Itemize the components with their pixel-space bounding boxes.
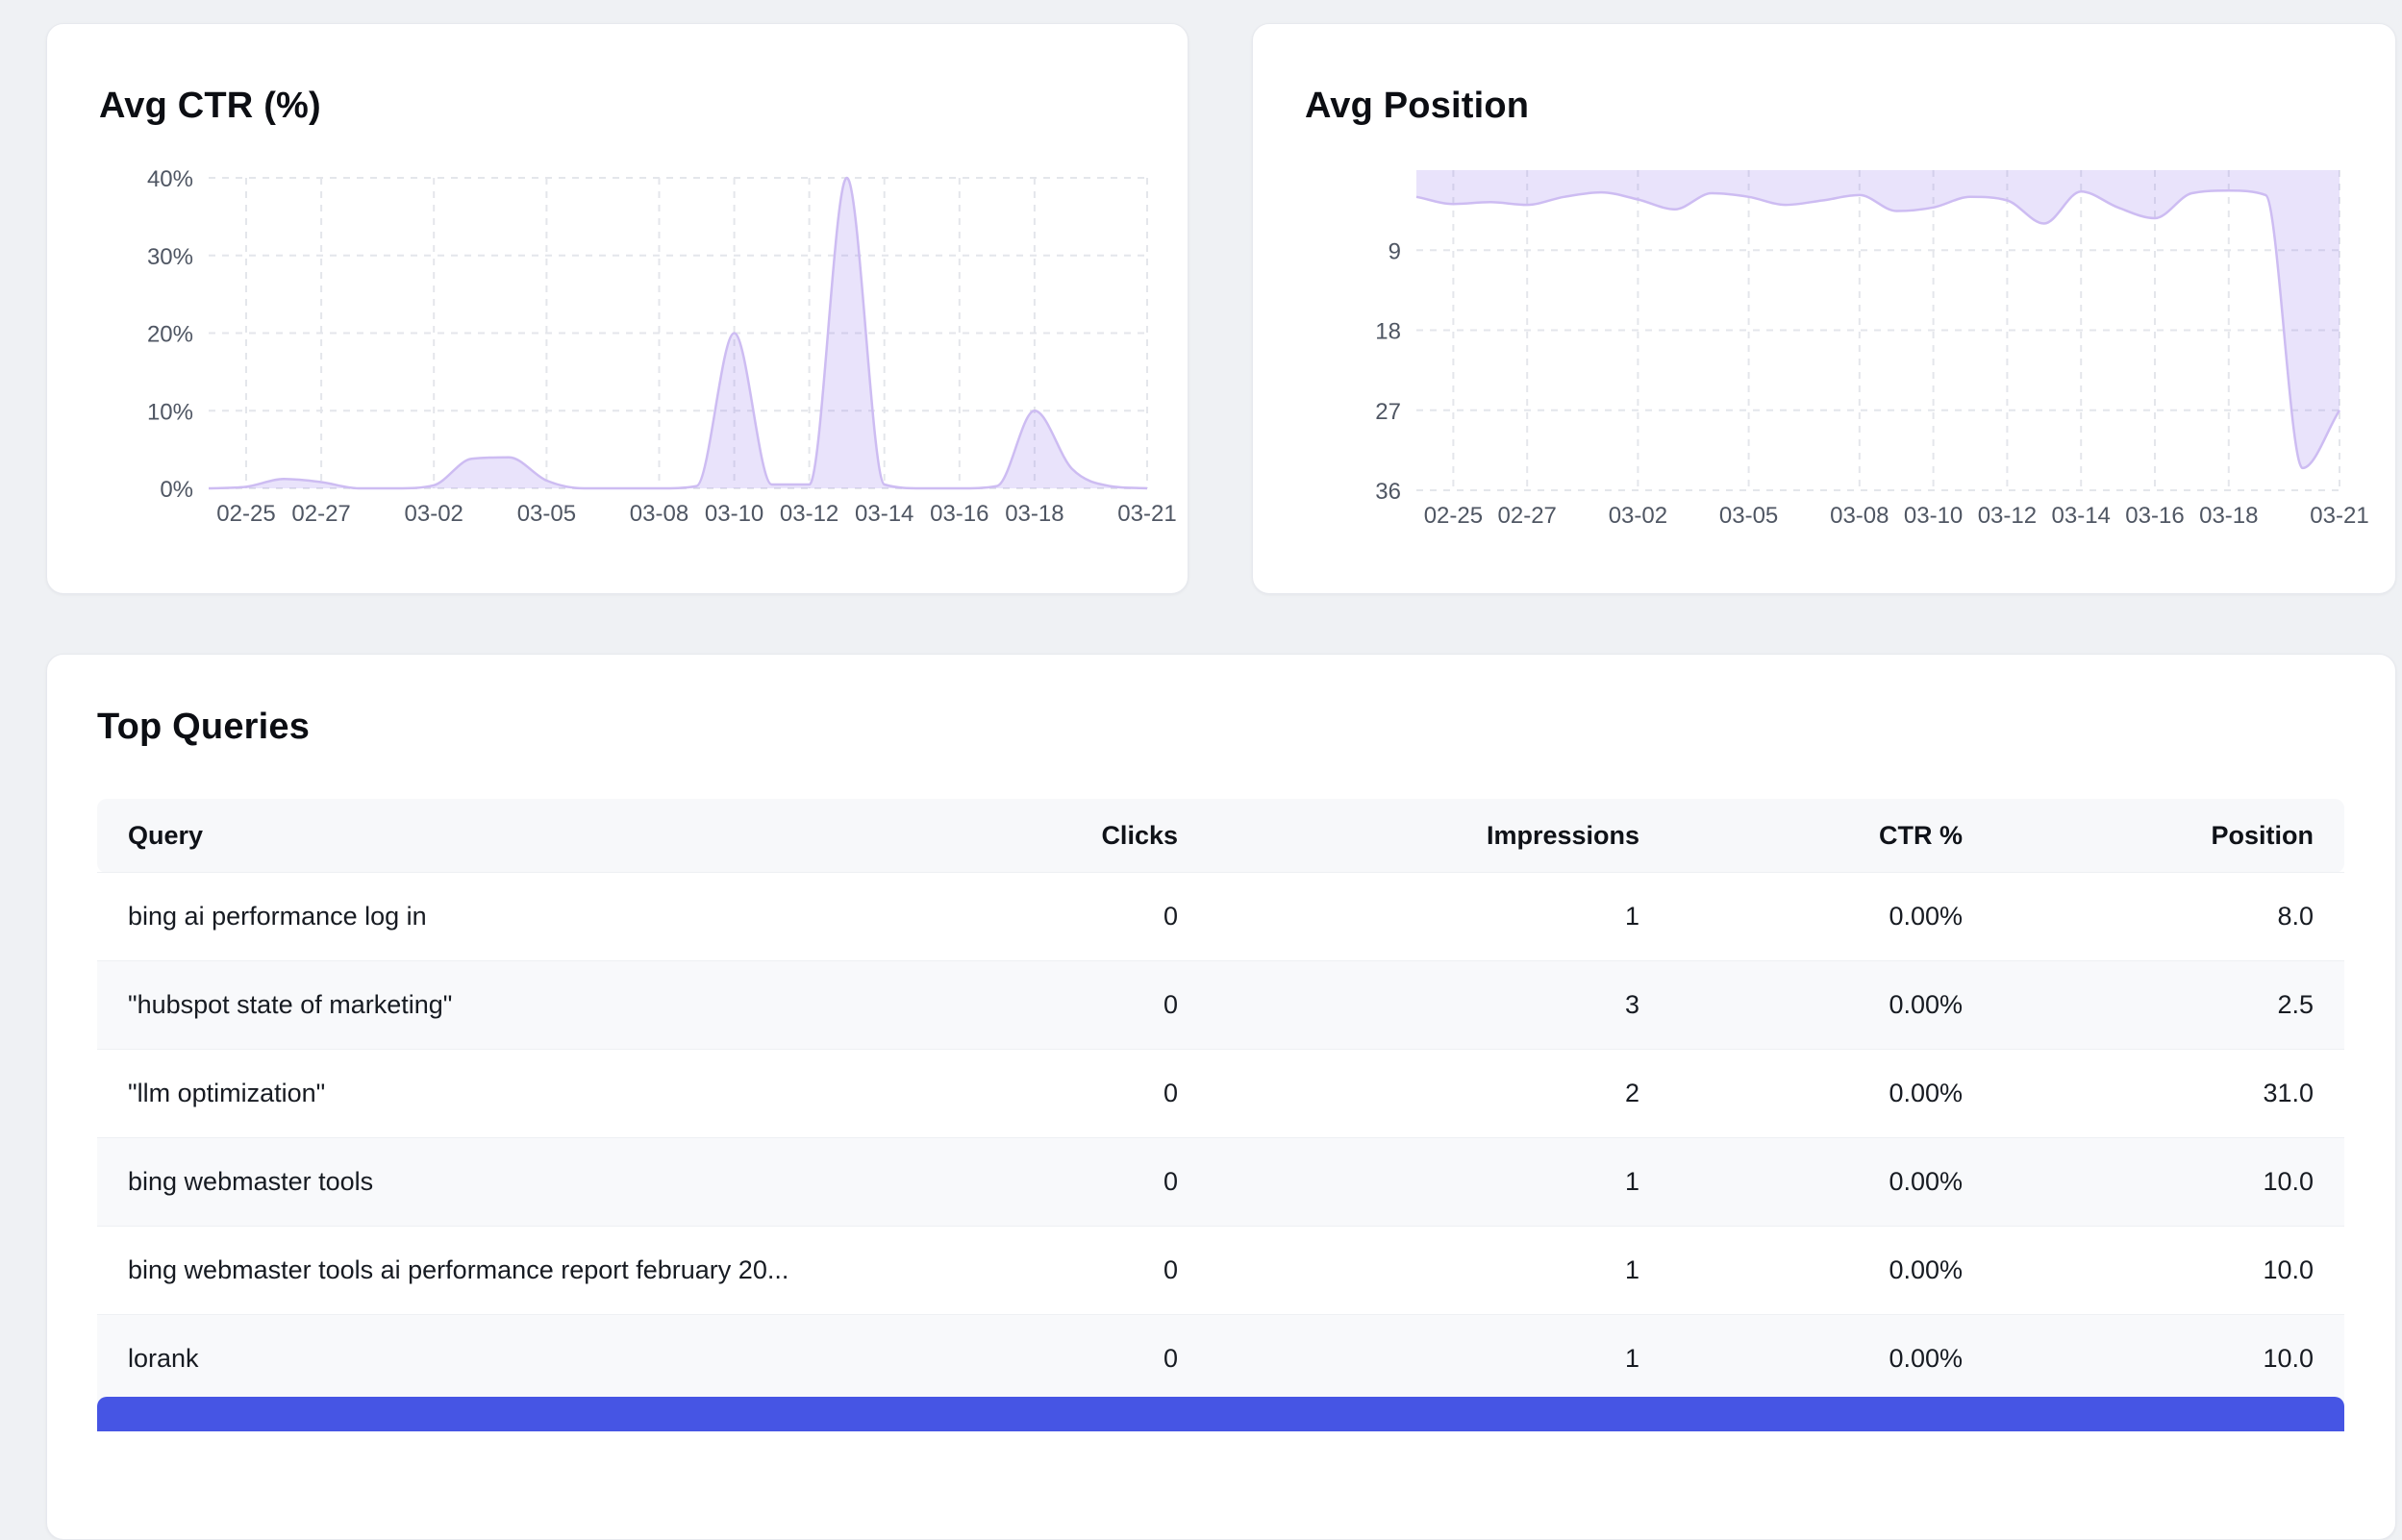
x-tick-label: 03-02 (405, 501, 463, 527)
avg-position-chart: 9 18 27 36 02-25 02-27 03-02 03-05 03-08 03-10 03-… (1375, 170, 2369, 529)
table-row: bing ai performance log in 0 1 0.00% 8.0 (97, 872, 2344, 961)
x-tick-label: 03-18 (2199, 503, 2258, 529)
x-tick-label: 03-08 (1830, 503, 1889, 529)
column-header-position: Position (1963, 799, 2344, 873)
table-row: bing webmaster tools ai performance repo… (97, 1226, 2344, 1315)
impressions-cell: 1 (1178, 872, 1639, 961)
table-row: lorank 0 1 0.00% 10.0 (97, 1314, 2344, 1403)
ctr-cell: 0.00% (1639, 960, 1963, 1050)
clicks-cell: 0 (889, 960, 1178, 1050)
x-tick-label: 03-18 (1005, 501, 1063, 527)
position-cell: 10.0 (1963, 1314, 2344, 1403)
queries-table: Query Clicks Impressions CTR % Position bing… (97, 799, 2344, 1403)
queries-table-body: bing ai performance log in 0 1 0.00% 8.0 "hub… (97, 872, 2344, 1403)
x-tick-label: 02-25 (1424, 503, 1483, 529)
x-tick-label: 03-05 (1719, 503, 1778, 529)
y-tick-label: 30% (147, 244, 193, 270)
impressions-cell: 3 (1178, 960, 1639, 1050)
ctr-cell: 0.00% (1639, 1137, 1963, 1227)
table-row: "hubspot state of marketing" 0 3 0.00% 2.5 (97, 960, 2344, 1050)
table-row: "llm optimization" 0 2 0.00% 31.0 (97, 1049, 2344, 1138)
x-tick-label: 03-16 (2125, 503, 2184, 529)
query-cell: "hubspot state of marketing" (97, 960, 889, 1050)
clicks-cell: 0 (889, 872, 1178, 961)
x-tick-label: 02-27 (291, 501, 350, 527)
clicks-cell: 0 (889, 1137, 1178, 1227)
x-tick-label: 02-27 (1498, 503, 1557, 529)
impressions-cell: 1 (1178, 1314, 1639, 1403)
clipped-blue-bar (97, 1397, 2344, 1431)
clicks-cell: 0 (889, 1314, 1178, 1403)
queries-table-wrap: Query Clicks Impressions CTR % Position bing… (97, 799, 2345, 1403)
avg-position-title: Avg Position (1305, 86, 1530, 126)
x-tick-label: 03-10 (1904, 503, 1963, 529)
y-tick-label: 0% (160, 477, 193, 503)
y-tick-label: 27 (1375, 399, 1401, 425)
impressions-cell: 2 (1178, 1049, 1639, 1138)
x-tick-label: 03-16 (930, 501, 988, 527)
position-cell: 31.0 (1963, 1049, 2344, 1138)
ctr-cell: 0.00% (1639, 1049, 1963, 1138)
y-tick-label: 40% (147, 166, 193, 192)
y-tick-label: 20% (147, 322, 193, 348)
query-cell: bing ai performance log in (97, 872, 889, 961)
impressions-cell: 1 (1178, 1137, 1639, 1227)
x-tick-label: 03-21 (2310, 503, 2368, 529)
column-header-ctr: CTR % (1639, 799, 1963, 873)
x-tick-label: 02-25 (216, 501, 275, 527)
avg-position-card: Avg Position 9 18 27 36 02-25 02-27 03-02 03-05… (1252, 23, 2396, 594)
query-cell: bing webmaster tools ai performance repo… (97, 1226, 889, 1315)
position-cell: 2.5 (1963, 960, 2344, 1050)
x-tick-label: 03-02 (1609, 503, 1667, 529)
x-tick-label: 03-14 (2052, 503, 2111, 529)
queries-table-header: Query Clicks Impressions CTR % Position (97, 799, 2344, 873)
ctr-cell: 0.00% (1639, 1226, 1963, 1315)
query-cell: "llm optimization" (97, 1049, 889, 1138)
query-cell: bing webmaster tools (97, 1137, 889, 1227)
clicks-cell: 0 (889, 1049, 1178, 1138)
y-tick-label: 36 (1375, 479, 1401, 505)
position-cell: 8.0 (1963, 872, 2344, 961)
ctr-cell: 0.00% (1639, 1314, 1963, 1403)
position-cell: 10.0 (1963, 1137, 2344, 1227)
column-header-impressions: Impressions (1178, 799, 1639, 873)
header-row: Query Clicks Impressions CTR % Position (97, 799, 2344, 873)
top-queries-card: Top Queries Query Clicks Impressions CTR % P… (46, 654, 2396, 1540)
x-tick-label: 03-05 (517, 501, 576, 527)
avg-ctr-card: Avg CTR (%) 0% 10% 20% 30% 40% 02-25 02-27 03-0… (46, 23, 1188, 594)
column-header-query: Query (97, 799, 889, 873)
y-tick-label: 9 (1389, 238, 1401, 264)
y-tick-label: 18 (1375, 319, 1401, 345)
x-tick-label: 03-14 (855, 501, 913, 527)
x-tick-label: 03-10 (705, 501, 763, 527)
x-tick-label: 03-08 (630, 501, 688, 527)
x-tick-label: 03-12 (1978, 503, 2037, 529)
avg-ctr-chart: 0% 10% 20% 30% 40% 02-25 02-27 03-02 03-05 03-08 0… (147, 166, 1177, 527)
query-cell: lorank (97, 1314, 889, 1403)
table-row: bing webmaster tools 0 1 0.00% 10.0 (97, 1137, 2344, 1227)
position-cell: 10.0 (1963, 1226, 2344, 1315)
top-queries-title: Top Queries (97, 707, 311, 747)
y-tick-label: 10% (147, 399, 193, 425)
avg-ctr-title: Avg CTR (%) (99, 86, 321, 126)
x-tick-label: 03-21 (1117, 501, 1176, 527)
clicks-cell: 0 (889, 1226, 1178, 1315)
ctr-cell: 0.00% (1639, 872, 1963, 961)
column-header-clicks: Clicks (889, 799, 1178, 873)
impressions-cell: 1 (1178, 1226, 1639, 1315)
x-tick-label: 03-12 (780, 501, 838, 527)
